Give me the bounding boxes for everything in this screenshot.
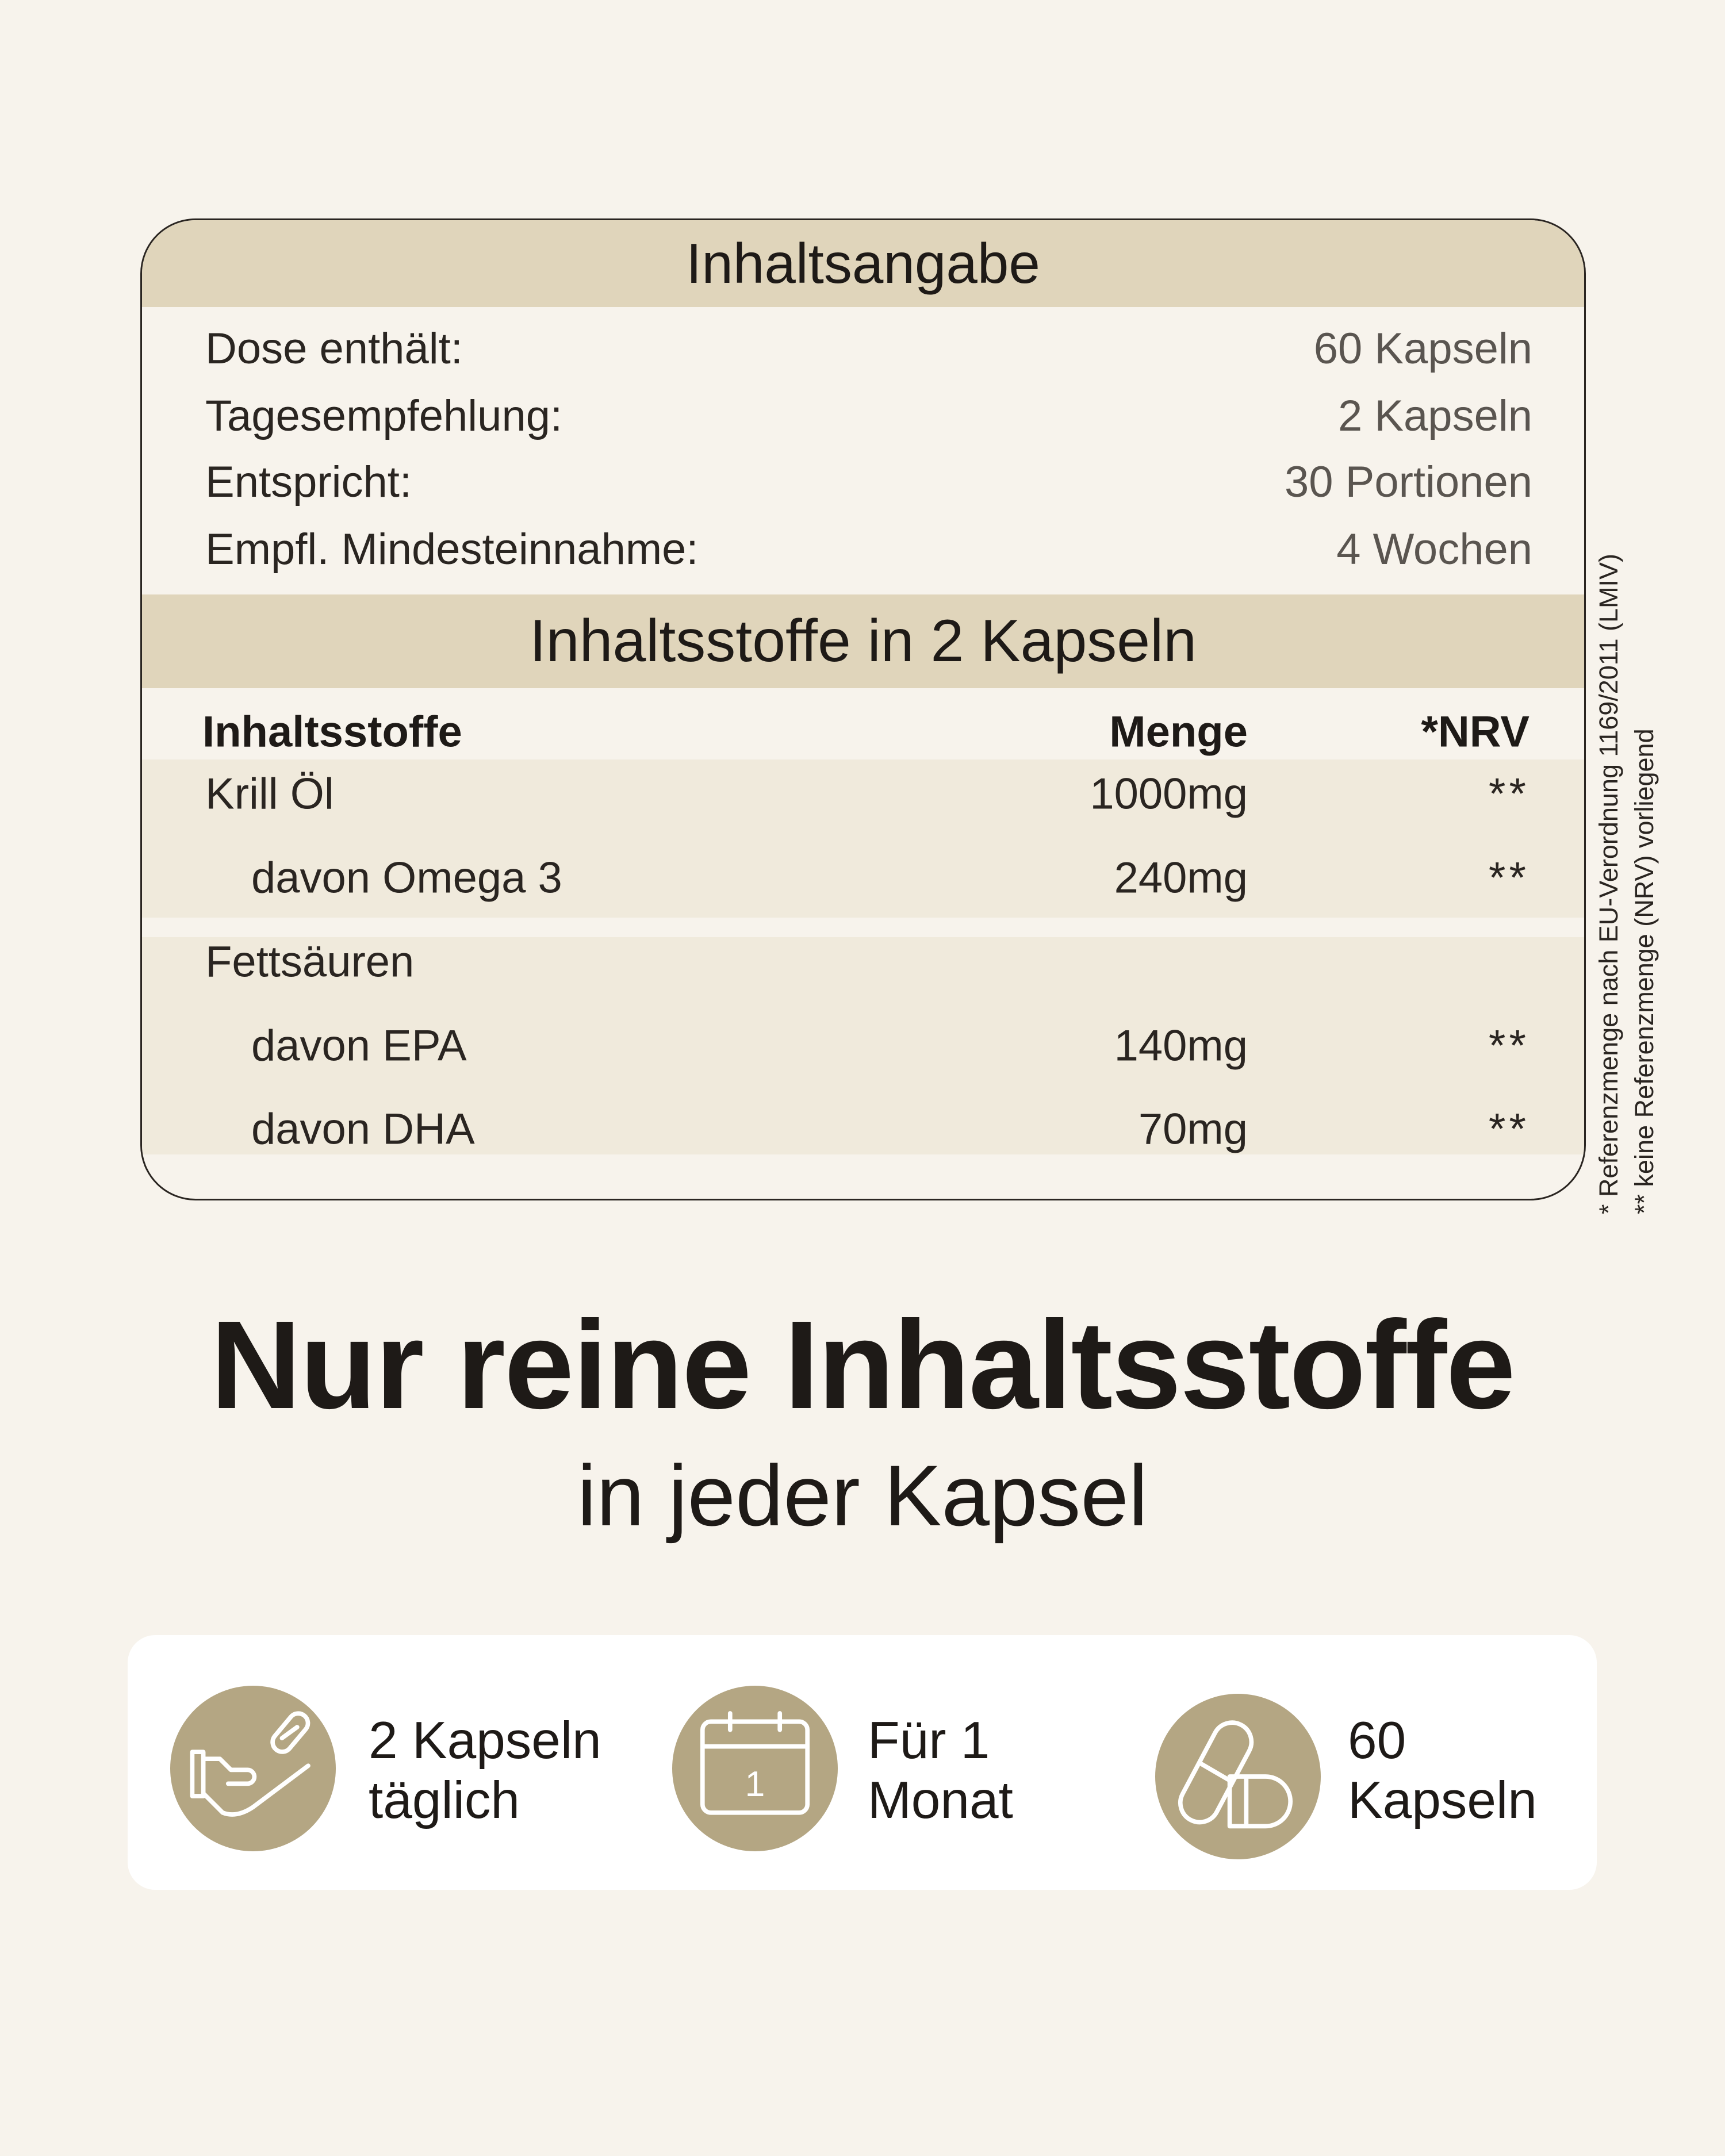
ingredient-nrv: ** xyxy=(1488,1104,1529,1154)
info-label: Empfl. Mindesteinnahme: xyxy=(205,524,699,574)
column-header: Inhaltsstoffe xyxy=(202,707,462,757)
ingredient-nrv: ** xyxy=(1488,769,1529,819)
info-value: 30 Portionen xyxy=(1285,457,1532,507)
subheadline: in jeder Kapsel xyxy=(577,1447,1148,1544)
table-row: davon Omega 3 240mg ** xyxy=(142,846,1584,910)
ingredient-name: Krill Öl xyxy=(205,769,334,819)
features-panel: 2 Kapseln täglich 1 Für 1 Monat 60 Kapseln xyxy=(128,1635,1597,1890)
table-row: Krill Öl 1000mg ** xyxy=(142,762,1584,826)
ingredient-nrv: ** xyxy=(1488,853,1529,903)
info-value: 2 Kapseln xyxy=(1337,391,1532,440)
ingredient-name: Fettsäuren xyxy=(205,937,415,987)
info-row: Tagesempfehlung: 2 Kapseln xyxy=(142,384,1584,447)
table-row: Fettsäuren xyxy=(142,930,1584,993)
table-header: Inhaltsstoffe Menge *NRV xyxy=(142,700,1584,764)
feature-text: 2 Kapseln täglich xyxy=(369,1712,601,1829)
ingredient-name: davon EPA xyxy=(251,1021,467,1071)
ingredients-title: Inhaltsstoffe in 2 Kapseln xyxy=(142,594,1584,688)
info-row: Entspricht: 30 Portionen xyxy=(142,450,1584,513)
footnote-nrv: * Referenzmenge nach EU-Verordnung 1169/… xyxy=(1594,553,1623,1214)
table-row: davon DHA 70mg ** xyxy=(142,1098,1584,1161)
nutrition-card: Inhaltsangabe Dose enthält: 60 Kapseln Ta… xyxy=(140,218,1586,1200)
ingredient-amount: 140mg xyxy=(1114,1021,1248,1071)
table-row: davon EPA 140mg ** xyxy=(142,1014,1584,1077)
info-row: Empfl. Mindesteinnahme: 4 Wochen xyxy=(142,517,1584,581)
info-label: Dose enthält: xyxy=(205,324,463,373)
svg-text:1: 1 xyxy=(745,1764,765,1804)
row-group-shade xyxy=(142,759,1584,918)
capsules-icon xyxy=(1155,1694,1321,1859)
column-header: *NRV xyxy=(1421,707,1529,757)
ingredient-name: davon Omega 3 xyxy=(251,853,562,903)
row-group-shade xyxy=(142,937,1584,1154)
ingredient-amount: 70mg xyxy=(1138,1104,1248,1154)
ingredient-name: davon DHA xyxy=(251,1104,475,1154)
info-value: 60 Kapseln xyxy=(1313,324,1532,373)
hand-capsule-icon xyxy=(170,1686,336,1851)
info-label: Tagesempfehlung: xyxy=(205,391,563,440)
ingredient-amount: 1000mg xyxy=(1090,769,1248,819)
feature-text: Für 1 Monat xyxy=(868,1712,1013,1829)
feature-text: 60 Kapseln xyxy=(1348,1712,1537,1829)
info-row: Dose enthält: 60 Kapseln xyxy=(142,317,1584,380)
ingredient-nrv: ** xyxy=(1488,1021,1529,1071)
ingredient-amount: 240mg xyxy=(1114,853,1248,903)
column-header: Menge xyxy=(1109,707,1248,757)
calendar-icon: 1 xyxy=(672,1686,838,1851)
card-title: Inhaltsangabe xyxy=(142,220,1584,307)
info-value: 4 Wochen xyxy=(1336,524,1532,574)
headline: Nur reine Inhaltsstoffe xyxy=(210,1295,1516,1435)
info-label: Entspricht: xyxy=(205,457,412,507)
footnote-no-nrv: ** keine Referenzmenge (NRV) vorliegend xyxy=(1630,728,1659,1214)
